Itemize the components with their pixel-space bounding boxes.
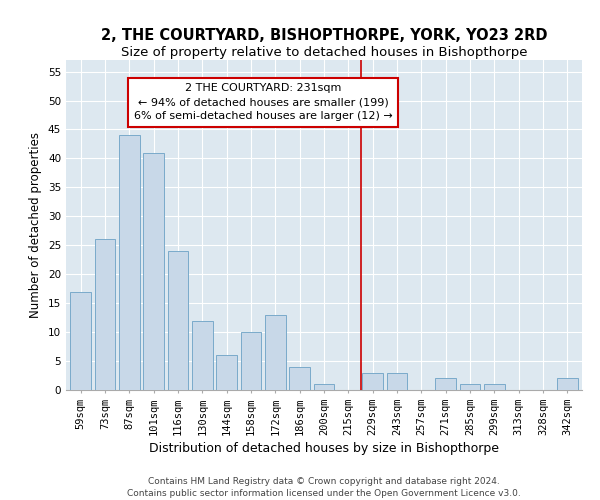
Bar — [460, 384, 481, 390]
Bar — [386, 372, 407, 390]
Bar — [362, 372, 383, 390]
Bar — [436, 378, 456, 390]
Bar — [119, 136, 140, 390]
X-axis label: Distribution of detached houses by size in Bishopthorpe: Distribution of detached houses by size … — [149, 442, 499, 455]
Bar — [314, 384, 334, 390]
Bar — [192, 320, 212, 390]
Bar — [216, 356, 237, 390]
Bar — [557, 378, 578, 390]
Text: 2 THE COURTYARD: 231sqm
← 94% of detached houses are smaller (199)
6% of semi-de: 2 THE COURTYARD: 231sqm ← 94% of detache… — [134, 83, 392, 121]
Bar — [265, 314, 286, 390]
Bar — [484, 384, 505, 390]
Bar — [241, 332, 262, 390]
Text: 2, THE COURTYARD, BISHOPTHORPE, YORK, YO23 2RD: 2, THE COURTYARD, BISHOPTHORPE, YORK, YO… — [101, 28, 547, 42]
Text: Contains HM Land Registry data © Crown copyright and database right 2024.
Contai: Contains HM Land Registry data © Crown c… — [127, 476, 521, 498]
Bar — [167, 251, 188, 390]
Bar — [70, 292, 91, 390]
Bar — [289, 367, 310, 390]
Title: Size of property relative to detached houses in Bishopthorpe: Size of property relative to detached ho… — [121, 46, 527, 59]
Bar — [143, 152, 164, 390]
Bar — [95, 240, 115, 390]
Y-axis label: Number of detached properties: Number of detached properties — [29, 132, 43, 318]
